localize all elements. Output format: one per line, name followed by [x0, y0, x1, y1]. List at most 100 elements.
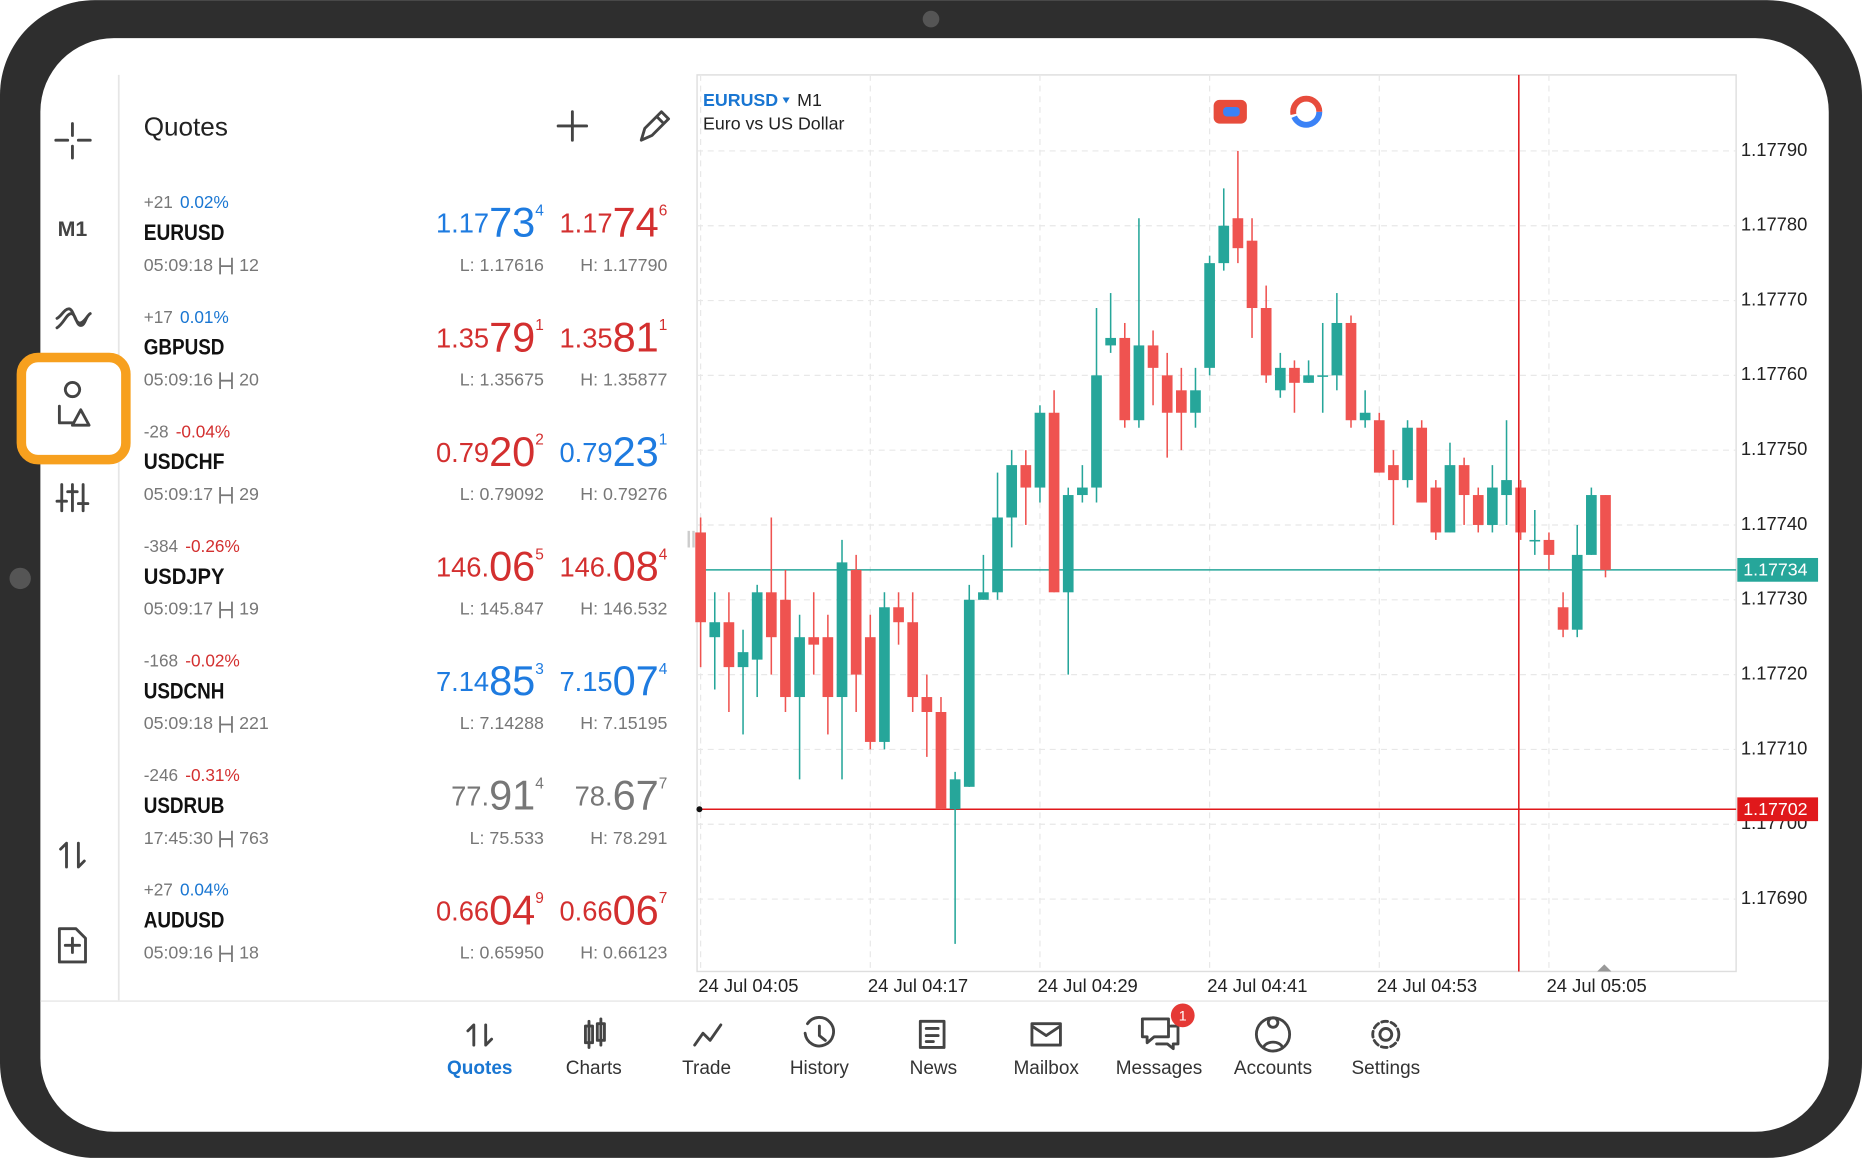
- nav-tab[interactable]: Trade: [682, 1058, 731, 1079]
- crosshair-icon: [54, 122, 92, 160]
- nav-tab[interactable]: Settings: [1351, 1058, 1420, 1079]
- badge: [1170, 1003, 1195, 1028]
- candle-body: [822, 637, 834, 698]
- mailbox-icon: [1030, 1022, 1062, 1047]
- price-fraction: 2: [535, 432, 544, 449]
- candle-body: [992, 517, 1003, 593]
- y-tick-label: 1.17780: [1741, 214, 1807, 235]
- low: L: 1.35675: [460, 369, 544, 389]
- candle-body: [1091, 375, 1102, 488]
- add-symbol-button[interactable]: [556, 110, 589, 142]
- chart-header: EURUSD M1: [703, 90, 822, 110]
- nav-tab[interactable]: Quotes: [447, 1058, 512, 1079]
- price-fraction: 5: [535, 546, 544, 563]
- candle-body: [1218, 225, 1230, 264]
- symbol-dropdown[interactable]: [782, 97, 790, 104]
- bid-price: 146.065: [436, 542, 544, 589]
- spread-icon: [219, 486, 233, 504]
- quotes-icon: [466, 1023, 494, 1047]
- plot-frame: [696, 74, 1737, 973]
- candle-body: [893, 607, 904, 623]
- candle-body: [1190, 390, 1201, 413]
- nav-tab[interactable]: Accounts: [1234, 1058, 1312, 1079]
- candle-body: [907, 622, 919, 698]
- price-fraction: 3: [535, 661, 544, 678]
- candle-body: [780, 599, 791, 698]
- chart-symbol[interactable]: EURUSD: [703, 90, 778, 110]
- quote-row[interactable]: -168 -0.02% USDCNH 05:09:18 221 7.14853 7.1507…: [144, 650, 668, 733]
- candle-body: [1359, 412, 1371, 421]
- candle-body: [921, 697, 933, 712]
- candle-body: [1388, 465, 1399, 481]
- candle-body: [1373, 420, 1385, 473]
- candle-body: [1586, 495, 1597, 555]
- settings-icon-core: [1378, 1027, 1394, 1042]
- trade-arrows-button[interactable]: [59, 841, 86, 869]
- quote-time: 05:09:18: [144, 255, 213, 275]
- quote-time: 05:09:18: [144, 713, 213, 733]
- candle-body: [808, 637, 820, 645]
- symbol: USDRUB: [144, 793, 225, 818]
- price-pips: 74: [613, 199, 659, 246]
- low: L: 1.17616: [460, 255, 544, 275]
- change-points: -28: [144, 421, 169, 441]
- price-label-box: [1737, 557, 1819, 582]
- low: L: 7.14288: [460, 713, 544, 733]
- change: -28 -0.04%: [144, 421, 231, 441]
- y-tick-label: 1.17730: [1741, 588, 1807, 609]
- price-prefix: 1.17: [559, 208, 612, 239]
- price-pips: 06: [613, 886, 659, 933]
- spread-icon: [219, 830, 233, 848]
- change: +17 0.01%: [144, 306, 229, 326]
- price-fraction: 4: [659, 546, 668, 563]
- candle-body: [1303, 375, 1314, 383]
- candle-body: [1133, 345, 1145, 421]
- candle-body: [1175, 390, 1187, 413]
- nav-tab[interactable]: Charts: [566, 1058, 622, 1079]
- candle-body: [1246, 240, 1258, 309]
- y-tick-label: 1.17760: [1741, 363, 1807, 384]
- candle-body: [1458, 465, 1470, 496]
- trade-button-buy[interactable]: [1223, 106, 1240, 117]
- y-tick-label: 1.17770: [1741, 288, 1807, 309]
- panel-resize-handle[interactable]: [687, 530, 695, 548]
- symbol: GBPUSD: [144, 335, 225, 360]
- y-tick-label: 1.17750: [1741, 438, 1807, 459]
- y-tick-label: 1.17720: [1741, 662, 1807, 683]
- new-file-button[interactable]: [57, 927, 87, 964]
- price-pips: 85: [489, 657, 535, 704]
- chart-description: Euro vs US Dollar: [703, 113, 845, 133]
- camera: [922, 10, 940, 28]
- candle-body: [1260, 308, 1272, 376]
- ask-price: 7.15074: [559, 657, 667, 704]
- candle-body: [1529, 539, 1541, 542]
- price-prefix: 146.: [559, 552, 612, 583]
- quote-row[interactable]: -246 -0.31% USDRUB 17:45:30 763 77.914 78.677 L…: [144, 765, 668, 848]
- spread-icon: [219, 257, 233, 275]
- chart: 1.176901.177001.177101.177201.177301.177…: [695, 74, 1819, 996]
- candle-body: [1147, 345, 1159, 368]
- side-dot: [9, 567, 31, 590]
- candle-body: [695, 532, 706, 623]
- nav-tab[interactable]: News: [910, 1058, 958, 1079]
- indicators-button[interactable]: [55, 307, 92, 330]
- change-points: +27: [144, 879, 173, 899]
- edit-button[interactable]: [639, 110, 670, 142]
- change-percent: -0.04%: [176, 421, 231, 441]
- timeframe-button[interactable]: M1: [58, 217, 88, 241]
- bottom-nav: Quotes Charts Trade History News Mailbox Messa…: [447, 1003, 1420, 1079]
- crosshair-button[interactable]: [54, 122, 92, 160]
- candle-body: [1515, 487, 1527, 533]
- nav-tab[interactable]: Mailbox: [1013, 1058, 1079, 1079]
- settings-sliders-button[interactable]: [55, 483, 90, 513]
- objects-button-highlight[interactable]: [16, 352, 131, 465]
- nav-tab[interactable]: Messages: [1116, 1058, 1203, 1079]
- candle-body: [935, 712, 947, 810]
- nav-tab[interactable]: History: [790, 1058, 850, 1079]
- spread-icon: [219, 601, 233, 619]
